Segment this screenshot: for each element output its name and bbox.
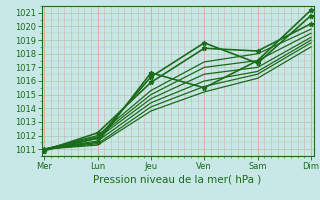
X-axis label: Pression niveau de la mer( hPa ): Pression niveau de la mer( hPa ) xyxy=(93,175,262,185)
